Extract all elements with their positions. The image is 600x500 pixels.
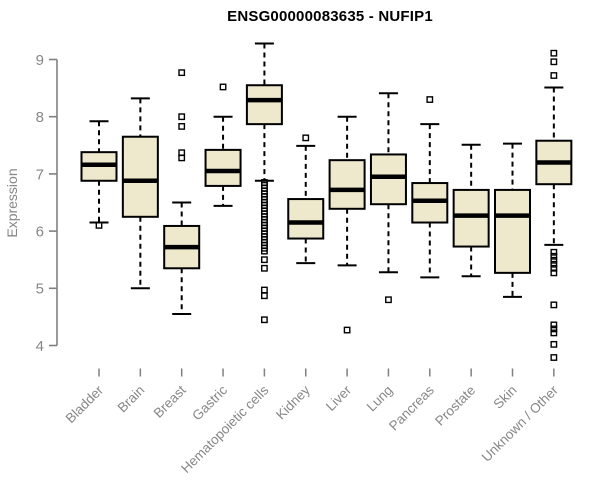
outlier-lung — [385, 296, 392, 304]
y-tick-label: 5 — [36, 281, 44, 298]
y-tick-label: 4 — [36, 338, 44, 355]
outlier-hematopoietic-cells — [261, 264, 268, 272]
box-lung — [369, 153, 407, 206]
outlier-unknown-other — [550, 256, 558, 264]
x-category-label: Prostate — [432, 383, 478, 429]
outlier-unknown-other — [550, 269, 558, 277]
outlier-kidney — [302, 134, 310, 142]
box-brain — [121, 135, 159, 218]
outlier-unknown-other — [550, 260, 558, 268]
outlier-unknown-other — [550, 301, 558, 309]
box-prostate — [452, 188, 490, 248]
x-category-label: Gastric — [189, 382, 230, 423]
x-category-label: Kidney — [273, 382, 313, 422]
outlier-unknown-other — [550, 252, 558, 260]
box-hematopoietic-cells — [245, 84, 283, 126]
outlier-unknown-other — [550, 58, 558, 66]
outlier-unknown-other — [550, 321, 558, 329]
outlier-gastric — [219, 83, 227, 91]
outlier-bladder — [95, 221, 103, 229]
outlier-pancreas — [426, 96, 434, 103]
outlier-breast — [178, 154, 186, 162]
x-category-label: Breast — [151, 382, 189, 420]
x-category-label: Skin — [490, 383, 519, 412]
x-category-label: Lung — [364, 383, 396, 415]
outlier-breast — [178, 113, 186, 121]
box-liver — [328, 159, 366, 210]
outlier-unknown-other — [550, 340, 558, 348]
outlier-breast — [178, 69, 186, 77]
x-category-label: Liver — [323, 382, 355, 414]
outlier-hematopoietic-cells — [261, 292, 268, 300]
outlier-hematopoietic-cells — [261, 256, 268, 264]
box-skin — [494, 188, 531, 274]
y-tick-label: 8 — [36, 109, 44, 126]
outlier-hematopoietic-cells — [261, 286, 268, 294]
x-category-label: Brain — [115, 383, 148, 416]
outlier-hematopoietic-cells — [261, 247, 268, 255]
y-tick-label: 6 — [36, 224, 44, 241]
outlier-unknown-other — [550, 329, 558, 337]
y-tick-label: 7 — [36, 166, 44, 183]
box-gastric — [204, 148, 242, 187]
chart-title: ENSG00000083635 - NUFIP1 — [227, 8, 433, 25]
outlier-unknown-other — [550, 49, 558, 57]
x-category-label: Bladder — [63, 382, 107, 426]
outlier-hematopoietic-cells — [261, 316, 268, 324]
box-kidney — [287, 198, 325, 240]
outlier-breast — [178, 123, 186, 130]
outlier-unknown-other — [550, 264, 558, 272]
y-tick-label: 9 — [36, 52, 44, 69]
outlier-unknown-other — [550, 72, 558, 79]
x-category-label: Unknown / Other — [479, 382, 562, 465]
outlier-unknown-other — [550, 248, 558, 256]
outlier-unknown-other — [550, 325, 558, 333]
outlier-liver — [343, 326, 351, 334]
x-category-label: Pancreas — [386, 382, 437, 433]
outlier-unknown-other — [550, 354, 558, 361]
